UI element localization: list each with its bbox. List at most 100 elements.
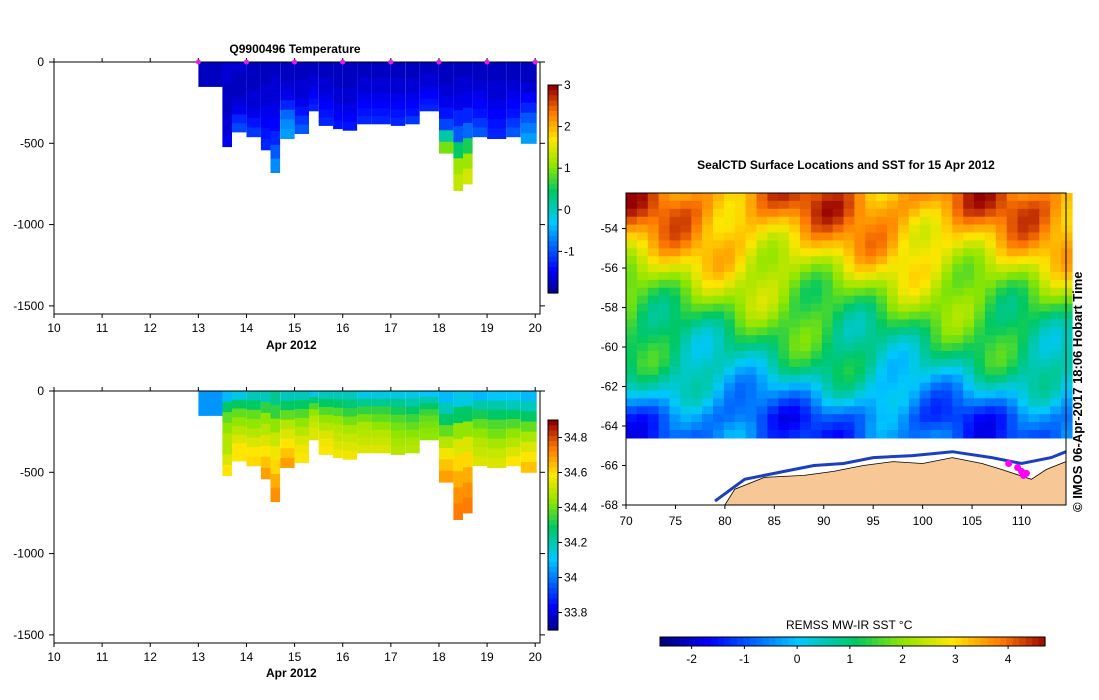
sst-cell xyxy=(919,295,932,305)
sst-cell xyxy=(745,366,758,376)
sst-cell xyxy=(930,272,942,281)
sst-cell xyxy=(995,319,1008,328)
sst-cell xyxy=(691,390,703,399)
sst-cell xyxy=(854,327,866,336)
sst-colorbar-swatch xyxy=(935,637,943,646)
sst-cell xyxy=(952,406,964,415)
profile-cell xyxy=(506,400,521,411)
sst-cell xyxy=(778,358,790,368)
sst-cell xyxy=(865,430,877,439)
sst-cell xyxy=(941,287,953,297)
sst-cell xyxy=(680,272,692,281)
colorbar-swatch xyxy=(548,509,558,516)
sst-cell xyxy=(865,256,877,265)
sst-cell xyxy=(723,272,736,281)
profile-cell xyxy=(472,99,487,110)
sst-cell xyxy=(810,382,823,392)
profile-cell xyxy=(294,417,309,428)
sst-cell xyxy=(800,224,812,234)
sst-cell xyxy=(843,248,855,257)
sst-cell xyxy=(1006,311,1019,320)
sst-cell xyxy=(669,208,681,218)
sst-colorbar-swatch xyxy=(749,637,757,646)
profile-cell xyxy=(390,85,406,95)
sst-cell xyxy=(854,422,866,431)
sst-cell xyxy=(854,256,866,265)
sst-cell xyxy=(789,390,801,399)
sst-cell xyxy=(897,311,910,320)
sst-cell xyxy=(636,327,649,336)
map-x-tick-label: 90 xyxy=(817,514,831,528)
profile-cell xyxy=(294,106,309,117)
sst-cell xyxy=(702,351,714,360)
sst-cell xyxy=(854,303,866,313)
sst-cell xyxy=(821,303,834,313)
sst-cell xyxy=(963,335,975,344)
profile-cell xyxy=(270,473,281,489)
sst-cell xyxy=(887,287,899,297)
sst-cell xyxy=(1050,335,1062,344)
sst-cell xyxy=(897,224,910,234)
sst-cell xyxy=(658,335,671,344)
colorbar-tick-label: 34.2 xyxy=(564,536,588,550)
sst-cell xyxy=(658,414,671,423)
profile-cell xyxy=(405,421,420,431)
sst-cell xyxy=(832,366,845,376)
sst-cell xyxy=(713,264,725,273)
profile-cell xyxy=(260,138,271,151)
sst-cell xyxy=(647,287,660,297)
sst-cell xyxy=(713,200,725,210)
sst-cell xyxy=(832,287,845,297)
sst-cell xyxy=(908,382,921,392)
sst-cell xyxy=(626,200,638,210)
sst-cell xyxy=(908,430,921,439)
sst-cell xyxy=(843,295,855,305)
profile-cell xyxy=(294,391,309,401)
sst-cell xyxy=(952,279,964,289)
profile-cell xyxy=(246,391,261,401)
sst-cell xyxy=(745,406,758,415)
sst-cell xyxy=(919,430,932,439)
sst-cell xyxy=(865,366,877,376)
sst-cell xyxy=(941,366,953,376)
sst-cell xyxy=(984,430,997,439)
profile-cell xyxy=(506,90,521,100)
sst-cell xyxy=(876,366,888,376)
sst-colorbar-swatch xyxy=(692,637,700,646)
sst-cell xyxy=(821,264,834,273)
sst-cell xyxy=(756,358,768,368)
sst-cell xyxy=(984,390,997,399)
profile-cell xyxy=(520,462,537,473)
sst-cell xyxy=(930,279,942,289)
profile-cell xyxy=(270,131,281,146)
sst-cell xyxy=(789,295,801,305)
sst-cell xyxy=(778,311,790,320)
sst-cell xyxy=(1050,406,1062,415)
sst-cell xyxy=(745,248,758,257)
sst-cell xyxy=(930,311,942,320)
sst-cell xyxy=(810,279,823,289)
sst-cell xyxy=(821,398,834,407)
sst-cell xyxy=(865,279,877,289)
sst-cell xyxy=(778,200,790,210)
sst-cell xyxy=(963,430,975,439)
map-y-tick-label: -66 xyxy=(601,459,619,473)
sst-cell xyxy=(723,232,736,241)
sst-cell xyxy=(691,382,703,392)
sst-cell xyxy=(810,390,823,399)
profile-cell xyxy=(487,109,507,120)
sst-cell xyxy=(995,414,1008,423)
sst-cell xyxy=(854,248,866,257)
sst-cell xyxy=(1017,193,1030,202)
sst-cell xyxy=(669,335,681,344)
colorbar-swatch xyxy=(548,204,558,211)
colorbar-swatch xyxy=(548,525,558,531)
sst-cell xyxy=(897,358,910,368)
colorbar-swatch xyxy=(548,131,558,138)
profile-cell xyxy=(520,421,537,433)
profile-cell xyxy=(463,452,473,468)
sst-cell xyxy=(745,200,758,210)
sst-cell xyxy=(821,390,834,399)
sst-cell xyxy=(745,343,758,352)
sst-cell xyxy=(1061,303,1073,313)
